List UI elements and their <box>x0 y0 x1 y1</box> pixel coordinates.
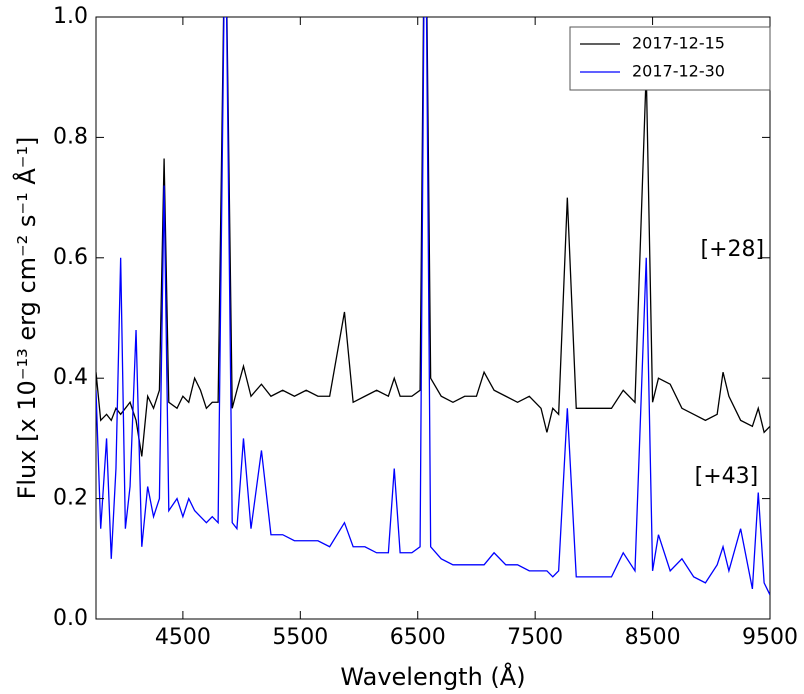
x-axis-label: Wavelength (Å) <box>340 662 525 691</box>
x-tick-label: 8500 <box>625 625 681 650</box>
annotation: [+28] <box>701 237 765 262</box>
y-tick-label: 0.0 <box>53 606 88 631</box>
spectrum-line <box>96 17 770 596</box>
spectrum-line <box>96 17 770 457</box>
legend-label: 2017-12-15 <box>632 34 725 53</box>
x-tick-label: 4500 <box>155 625 211 650</box>
y-tick-label: 0.4 <box>53 365 88 390</box>
annotation: [+43] <box>695 464 759 489</box>
plot-frame <box>95 16 771 620</box>
x-tick-label: 9500 <box>742 625 798 650</box>
y-tick-label: 0.8 <box>53 124 88 149</box>
legend-box <box>569 26 771 91</box>
y-tick-label: 0.2 <box>53 486 88 511</box>
legend-label: 2017-12-30 <box>632 62 725 81</box>
y-tick-label: 1.0 <box>53 4 88 29</box>
x-tick-label: 6500 <box>390 625 446 650</box>
y-tick-label: 0.6 <box>53 245 88 270</box>
y-axis-label: Flux [x 10⁻¹³ erg cm⁻² s⁻¹ Å⁻¹] <box>12 137 41 500</box>
plot-area <box>96 17 770 596</box>
x-tick-label: 7500 <box>507 625 563 650</box>
x-tick-label: 5500 <box>272 625 328 650</box>
